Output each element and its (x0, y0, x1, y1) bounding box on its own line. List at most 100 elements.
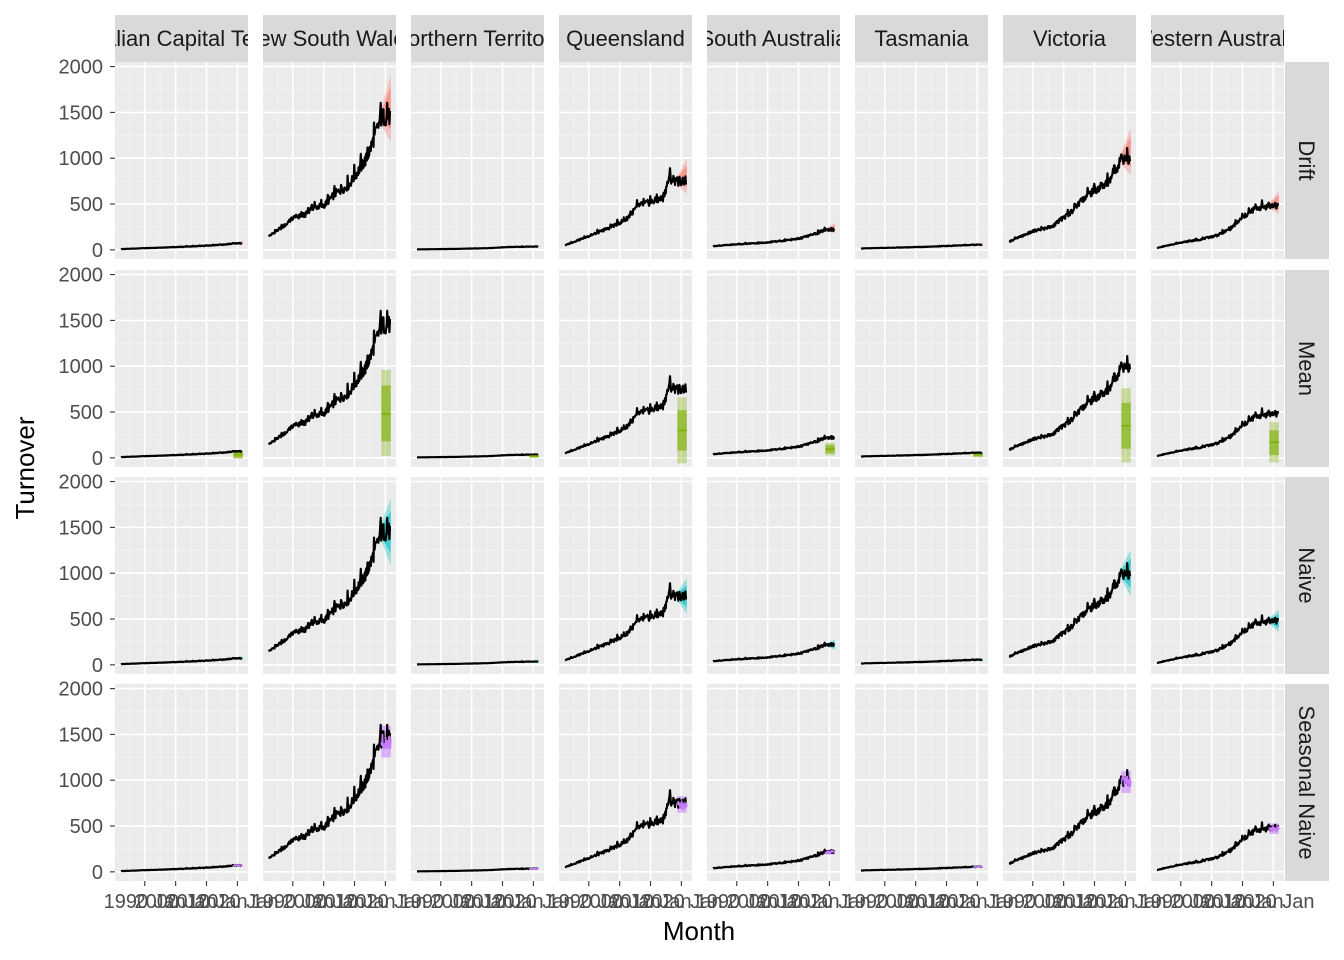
y-tick-label: 2000 (59, 679, 104, 701)
series-line (1008, 769, 1132, 865)
facet-label-row: Mean (1294, 341, 1319, 396)
y-tick-label: 0 (92, 655, 103, 677)
panel-content (416, 453, 539, 459)
panel-content (1008, 549, 1132, 658)
series-line (860, 243, 983, 250)
panel-content (1156, 821, 1280, 872)
panel-background (559, 477, 692, 674)
x-tick-label: 2010 Jan (905, 891, 987, 913)
panel-background (1151, 477, 1284, 674)
facet-strip-top (1003, 15, 1136, 62)
x-tick-label: 2000 Jan (578, 891, 660, 913)
panel-background (1003, 270, 1136, 467)
panel-background (115, 62, 248, 259)
series-line (267, 309, 392, 446)
facet-strip-top (707, 15, 840, 62)
x-tick-label: 2020 Jan (492, 891, 574, 913)
series-line (416, 660, 539, 666)
series-line (416, 245, 539, 251)
x-tick-label: 1990 Jan (104, 891, 186, 913)
y-tick-label: 0 (92, 240, 103, 262)
x-tick-label: 1990 Jan (252, 891, 334, 913)
panel-content (1008, 355, 1132, 463)
panel-content (120, 449, 243, 459)
facet-strip-right (1285, 62, 1329, 259)
facet-strip-top (115, 15, 248, 62)
series-line (120, 241, 243, 251)
panel-background (1151, 684, 1284, 881)
x-axis-title: Month (663, 916, 735, 946)
y-tick-label: 500 (70, 816, 103, 838)
panel-content (1156, 609, 1280, 665)
facet-strip-top (559, 15, 692, 62)
x-tick-label: 2000 Jan (874, 891, 956, 913)
x-tick-label: 1990 Jan (548, 891, 630, 913)
panel-content (860, 658, 983, 665)
series-line (1156, 407, 1280, 458)
y-tick-label: 500 (70, 609, 103, 631)
panel-content (1156, 191, 1280, 250)
panel-content (712, 848, 836, 870)
panel-background (263, 684, 396, 881)
panel-background (1151, 62, 1284, 259)
y-tick-label: 2000 (59, 472, 104, 494)
panel-background (707, 270, 840, 467)
panel-background (855, 270, 988, 467)
y-tick-label: 2000 (59, 57, 104, 79)
panel-background (115, 684, 248, 881)
y-tick-label: 1500 (59, 102, 104, 124)
series-line (120, 863, 243, 873)
panel-content (712, 639, 836, 663)
panel-background (1003, 62, 1136, 259)
panel-background (411, 270, 544, 467)
panel-content (564, 578, 688, 662)
series-line (416, 867, 539, 873)
facet-label-col: Queensland (566, 26, 685, 51)
panel-background (559, 62, 692, 259)
y-tick-label: 1000 (59, 356, 104, 378)
x-tick-label: 1990 Jan (1140, 891, 1222, 913)
panel-content (416, 659, 539, 666)
facet-strip-top (1151, 15, 1284, 62)
panel-background (1003, 684, 1136, 881)
y-tick-label: 1000 (59, 563, 104, 585)
panel-content (860, 242, 983, 250)
facet-strip-right (1285, 270, 1329, 467)
forecast-point-line (824, 849, 835, 856)
series-line (1008, 147, 1132, 243)
x-tick-label: 2010 Jan (313, 891, 395, 913)
panel-background (263, 270, 396, 467)
panel-content (416, 867, 539, 873)
x-tick-label: 2020 Jan (196, 891, 278, 913)
x-tick-label: 2020 Jan (344, 891, 426, 913)
x-tick-label: 2020 Jan (936, 891, 1018, 913)
x-tick-label: 1990 Jan (992, 891, 1074, 913)
series-line (860, 451, 983, 458)
y-tick-label: 1000 (59, 770, 104, 792)
series-line (712, 641, 836, 663)
y-tick-label: 0 (92, 862, 103, 884)
panel-content (267, 723, 392, 860)
x-tick-label: 2020 Jan (640, 891, 722, 913)
facet-label-col: Western Australia (1131, 26, 1304, 51)
series-line (564, 789, 688, 869)
panel-content (564, 375, 688, 464)
facet-strip-top (263, 15, 396, 62)
y-tick-label: 2000 (59, 265, 104, 287)
series-line (712, 848, 836, 870)
panel-background (1003, 477, 1136, 674)
panel-background (411, 477, 544, 674)
x-tick-label: 2000 Jan (726, 891, 808, 913)
x-tick-label: 2020 Jan (788, 891, 870, 913)
x-tick-label: 2000 Jan (1022, 891, 1104, 913)
panel-content (1008, 128, 1132, 243)
series-line (1156, 614, 1280, 665)
panel-background (1151, 270, 1284, 467)
panel-content (564, 158, 688, 247)
series-line (564, 582, 688, 662)
facet-label-col: Tasmania (874, 26, 969, 51)
x-tick-label: 1990 Jan (844, 891, 926, 913)
panel-content (120, 656, 243, 666)
series-line (860, 658, 983, 665)
